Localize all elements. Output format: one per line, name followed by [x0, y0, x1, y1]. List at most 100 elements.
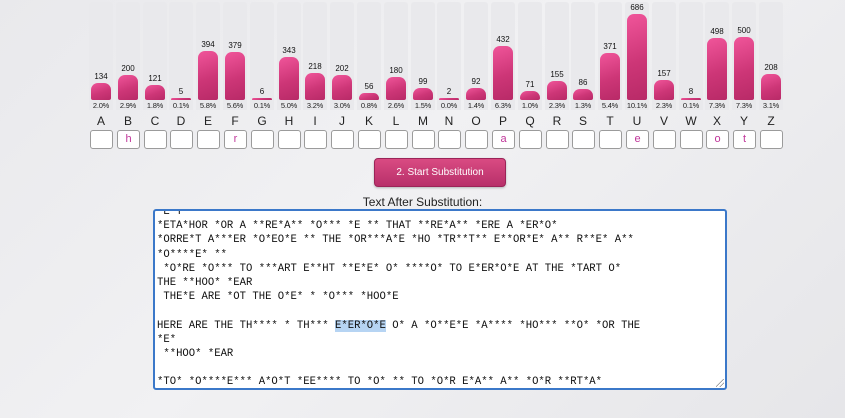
substitution-input-e[interactable] — [197, 130, 220, 149]
cipher-letter-y: Y — [739, 114, 748, 128]
bar-percent-label: 7.3% — [735, 101, 753, 110]
bar-percent-label: 0.1% — [682, 101, 700, 110]
bar-percent-label: 2.6% — [387, 101, 405, 110]
substitution-input-h[interactable] — [278, 130, 301, 149]
bar-column-b: 200 2.9% — [116, 2, 140, 110]
bar-percent-label: 0.1% — [253, 101, 271, 110]
substitution-input-z[interactable] — [760, 130, 783, 149]
section-title: Text After Substitution: — [362, 195, 483, 209]
bar-percent-label: 1.0% — [521, 101, 539, 110]
bar-percent-label: 5.0% — [280, 101, 298, 110]
substitution-input-g[interactable] — [251, 130, 274, 149]
substitution-input-d[interactable] — [170, 130, 193, 149]
bar-column-y: 500 7.3% — [732, 2, 756, 110]
bar-k — [359, 93, 379, 100]
bar-percent-label: 0.8% — [360, 101, 378, 110]
cipher-letter-v: V — [659, 114, 668, 128]
bar-e — [198, 51, 218, 100]
substitution-input-n[interactable] — [438, 130, 461, 149]
substitution-input-p[interactable]: a — [492, 130, 515, 149]
bar-t — [600, 53, 620, 100]
substitution-input-l[interactable] — [385, 130, 408, 149]
text-line — [157, 361, 725, 375]
substitution-input-w[interactable] — [680, 130, 703, 149]
bar-count-label: 500 — [737, 26, 751, 35]
substitution-input-s[interactable] — [572, 130, 595, 149]
cipher-letter-m: M — [418, 114, 428, 128]
cipher-letter-r: R — [552, 114, 562, 128]
bar-count-label: 432 — [496, 35, 510, 44]
bar-count-label: 379 — [228, 41, 242, 50]
substitution-input-m[interactable] — [412, 130, 435, 149]
substitution-input-c[interactable] — [144, 130, 167, 149]
bar-m — [413, 88, 433, 100]
bar-n — [439, 98, 459, 100]
bar-count-label: 394 — [201, 40, 215, 49]
substitution-input-v[interactable] — [653, 130, 676, 149]
bar-p — [493, 46, 513, 100]
bar-count-label: 202 — [335, 64, 349, 73]
substitution-input-j[interactable] — [331, 130, 354, 149]
substitution-input-q[interactable] — [519, 130, 542, 149]
start-substitution-button[interactable]: 2. Start Substitution — [374, 158, 506, 187]
bar-percent-label: 1.8% — [146, 101, 164, 110]
substitution-input-i[interactable] — [304, 130, 327, 149]
bar-count-label: 71 — [525, 80, 535, 89]
bar-x — [707, 38, 727, 100]
bar-v — [654, 80, 674, 100]
selected-text: E*ER*O*E — [335, 319, 386, 332]
cipher-letter-u: U — [632, 114, 642, 128]
cipher-letter-n: N — [444, 114, 454, 128]
cipher-letter-l: L — [392, 114, 400, 128]
substitution-input-k[interactable] — [358, 130, 381, 149]
text-line: HERE ARE THE TH**** * TH*** E*ER*O*E O* … — [157, 319, 641, 332]
bar-s — [573, 89, 593, 100]
bar-column-l: 180 2.6% — [384, 2, 408, 110]
bar-c — [145, 85, 165, 100]
cipher-letter-a: A — [96, 114, 105, 128]
bar-column-p: 432 6.3% — [491, 2, 515, 110]
bar-count-label: 86 — [578, 78, 588, 87]
bar-count-label: 8 — [688, 87, 694, 96]
bar-percent-label: 2.3% — [548, 101, 566, 110]
bar-count-label: 498 — [710, 27, 724, 36]
bar-count-label: 5 — [178, 87, 184, 96]
cipher-letter-e: E — [203, 114, 212, 128]
cipher-letter-t: T — [606, 114, 614, 128]
bar-count-label: 155 — [550, 70, 564, 79]
substitution-input-o[interactable] — [465, 130, 488, 149]
bar-count-label: 92 — [471, 77, 481, 86]
bar-percent-label: 1.5% — [414, 101, 432, 110]
text-line: **HOO* *EAR — [157, 348, 234, 361]
cipher-letter-z: Z — [767, 114, 775, 128]
substitution-input-b[interactable]: h — [117, 130, 140, 149]
substitution-input-a[interactable] — [90, 130, 113, 149]
substituted-text-area[interactable]: *E*T *ETA*HOR *OR A **RE*A** *O*** *E ** … — [153, 209, 727, 390]
substitution-input-y[interactable]: t — [733, 130, 756, 149]
cipher-letter-s: S — [578, 114, 587, 128]
text-line: *E*T — [157, 209, 183, 218]
bar-percent-label: 6.3% — [494, 101, 512, 110]
substitution-input-u[interactable]: e — [626, 130, 649, 149]
bar-z — [761, 74, 781, 100]
bar-percent-label: 2.3% — [655, 101, 673, 110]
bar-count-label: 134 — [94, 72, 108, 81]
bar-column-g: 6 0.1% — [250, 2, 274, 110]
substitution-input-t[interactable] — [599, 130, 622, 149]
bar-column-q: 71 1.0% — [518, 2, 542, 110]
substituted-text: *E*T *ETA*HOR *OR A **RE*A** *O*** *E ** … — [157, 209, 725, 388]
substitution-input-r[interactable] — [546, 130, 569, 149]
text-line: *E* — [157, 333, 177, 346]
cipher-letter-x: X — [712, 114, 721, 128]
bar-column-a: 134 2.0% — [89, 2, 113, 110]
bar-count-label: 371 — [603, 42, 617, 51]
bar-y — [734, 37, 754, 100]
cipher-letter-k: K — [364, 114, 373, 128]
text-line: *O****E* ** — [157, 248, 227, 261]
bar-column-s: 86 1.3% — [571, 2, 595, 110]
bar-column-r: 155 2.3% — [545, 2, 569, 110]
substitution-input-x[interactable]: o — [706, 130, 729, 149]
resize-grip-icon[interactable] — [716, 379, 724, 387]
substitution-input-f[interactable]: r — [224, 130, 247, 149]
bar-percent-label: 0.0% — [440, 101, 458, 110]
